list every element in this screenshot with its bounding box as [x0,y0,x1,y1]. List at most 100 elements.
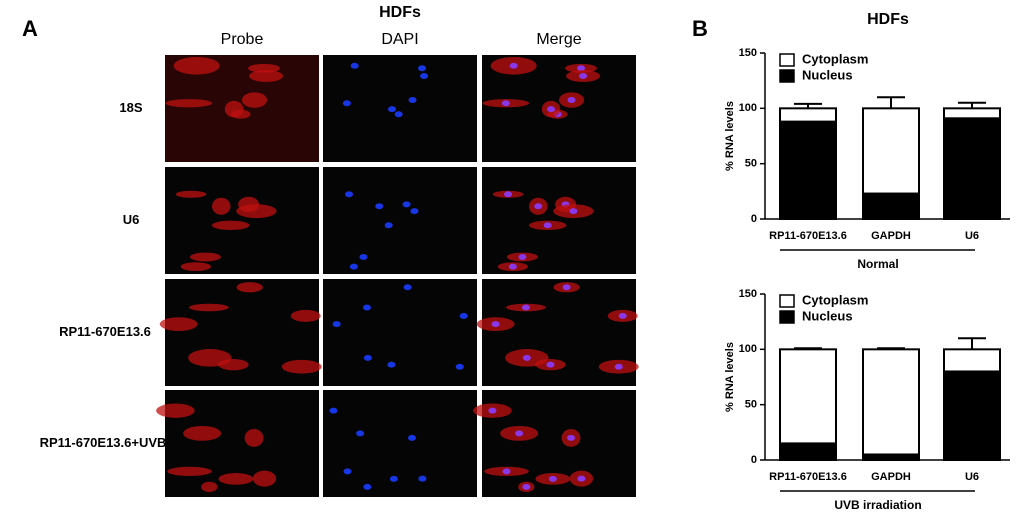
nucleus-signal [408,97,417,104]
nucleus-signal [363,483,372,490]
y-tick-label: 0 [751,213,757,225]
nucleus-signal [408,434,417,441]
cell-signal [183,425,222,441]
bar-segment [862,107,920,195]
cell-signal [180,262,211,272]
nucleus-signal [504,191,513,198]
x-tick-label: U6 [965,471,979,483]
cell-signal [159,317,198,332]
nucleus-signal [569,208,578,215]
micrograph [165,167,319,274]
nucleus-signal [562,284,571,291]
nucleus-signal [402,201,411,208]
bar-segment [943,107,1001,120]
nucleus-signal [359,253,368,260]
x-tick-label: RP11-670E13.6 [769,471,847,483]
bar-segment [943,348,1001,373]
nucleus-signal [418,65,427,72]
nucleus-signal [501,100,510,107]
nucleus-signal [548,475,557,482]
cell-signal [218,473,254,485]
nucleus-signal [349,263,358,270]
cell-signal [252,470,277,487]
cell-signal [201,481,218,493]
nucleus-signal [332,321,341,328]
nucleus-signal [509,62,518,69]
x-tick-label: GAPDH [871,471,911,483]
panel-label: B [692,16,708,41]
nucleus-signal [614,363,623,370]
cell-signal [244,428,264,447]
nucleus-signal [491,321,500,328]
legend-label: Nucleus [802,67,853,82]
nucleus-signal [546,361,555,368]
y-tick-label: 150 [739,288,757,300]
y-axis-label: % RNA levels [724,342,736,412]
nucleus-signal [577,65,586,72]
nucleus-signal [350,62,359,69]
nucleus-signal [410,208,419,215]
nucleus-signal [394,111,403,118]
nucleus-signal [343,468,352,475]
cell-signal [236,282,263,293]
cell-signal [165,99,213,108]
nucleus-signal [567,97,576,104]
error-bar [877,347,905,350]
bar-segment [779,348,837,445]
nucleus-signal [388,106,397,113]
cell-signal [290,309,321,322]
cell-signal [173,56,220,75]
x-tick-label: U6 [965,230,979,242]
legend-swatch [779,310,795,324]
cell-signal [189,252,221,262]
nucleus-signal [403,284,412,291]
cell-signal [236,204,277,219]
legend-label: Cytoplasm [802,292,868,307]
nucleus-signal [567,434,576,441]
nucleus-signal [618,312,627,319]
y-tick-label: 100 [739,343,757,355]
nucleus-signal [387,361,396,368]
x-tick-label: GAPDH [871,230,911,242]
nucleus-signal [521,304,530,311]
nucleus-signal [579,73,588,80]
error-bar [877,96,905,109]
nucleus-signal [488,407,497,414]
nucleus-signal [356,430,365,437]
cell-signal [156,403,195,418]
cell-signal [211,197,231,215]
micrograph [323,390,477,497]
nucleus-signal [543,222,552,229]
bar-segment [779,107,837,123]
cell-signal [175,190,207,198]
error-bar [794,347,822,350]
nucleus-signal [389,475,398,482]
chart-title: HDFs [867,11,909,28]
column-label: Merge [536,31,581,48]
bar-segment [779,442,837,461]
row-label: RP11-670E13.6+UVB [40,435,167,450]
nucleus-signal [502,468,511,475]
nucleus-signal [522,483,531,490]
micrograph [323,167,477,274]
column-label: Probe [221,31,264,48]
nucleus-signal [518,253,527,260]
y-tick-label: 50 [745,158,757,170]
cell-signal [188,349,232,367]
bar-segment [779,120,837,220]
legend-swatch [779,294,795,308]
nucleus-signal [329,407,338,414]
bar-segment [862,348,920,456]
bar-segment [862,192,920,220]
nucleus-signal [547,106,556,113]
legend-swatch [779,53,795,67]
nucleus-signal [577,475,586,482]
nucleus-signal [455,363,464,370]
y-tick-label: 50 [745,399,757,411]
nucleus-signal [362,304,371,311]
error-bar [794,102,822,109]
micrograph [482,167,636,274]
cell-signal [249,70,284,82]
error-bar [958,337,986,350]
